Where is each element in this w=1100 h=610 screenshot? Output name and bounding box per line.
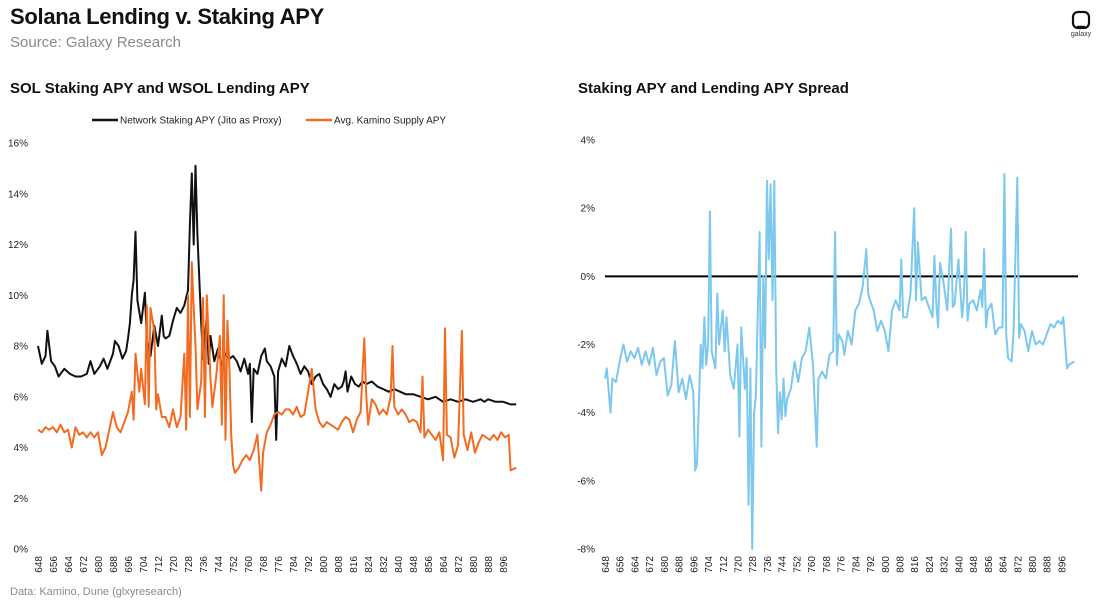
right-x-tick-label: 896 (1057, 556, 1068, 573)
right-x-tick-label: 792 (866, 556, 877, 573)
right-x-tick-label: 680 (660, 556, 671, 573)
right-x-tick-label: 808 (895, 556, 906, 573)
left-y-tick-label: 6% (14, 392, 29, 403)
right-y-tick-label: 4% (581, 136, 596, 147)
right-x-tick-label: 816 (910, 556, 921, 573)
left-y-tick-label: 12% (8, 240, 28, 251)
left-x-tick-label: 880 (469, 556, 480, 573)
left-x-tick-label: 744 (214, 556, 225, 573)
right-x-tick-label: 864 (999, 556, 1010, 573)
left-x-tick-label: 800 (319, 556, 330, 573)
right-x-tick-label: 712 (719, 556, 730, 573)
left-x-tick-label: 896 (499, 556, 510, 573)
right-x-tick-label: 744 (778, 556, 789, 573)
right-x-tick-label: 728 (748, 556, 759, 573)
left-x-tick-label: 768 (259, 556, 270, 573)
left-x-tick-label: 824 (364, 556, 375, 573)
left-x-tick-label: 728 (184, 556, 195, 573)
left-y-tick-label: 4% (14, 443, 29, 454)
right-x-tick-label: 736 (763, 556, 774, 573)
left-x-tick-label: 816 (349, 556, 360, 573)
left-x-tick-label: 680 (94, 556, 105, 573)
right-x-tick-label: 720 (734, 556, 745, 573)
left-x-tick-label: 752 (229, 556, 240, 573)
left-y-tick-label: 0% (14, 545, 29, 556)
right-x-tick-label: 888 (1043, 556, 1054, 573)
left-x-tick-label: 672 (79, 556, 90, 573)
left-y-tick-label: 8% (14, 342, 29, 353)
footer-source: Data: Kamino, Dune (glxyresearch) (10, 586, 182, 598)
right-y-tick-label: -6% (577, 476, 595, 487)
right-x-tick-label: 768 (822, 556, 833, 573)
left-x-tick-label: 792 (304, 556, 315, 573)
right-x-tick-label: 784 (851, 556, 862, 573)
right-x-tick-label: 760 (807, 556, 818, 573)
left-y-tick-label: 2% (14, 494, 29, 505)
left-x-tick-label: 840 (394, 556, 405, 573)
left-x-tick-label: 872 (454, 556, 465, 573)
right-x-tick-label: 872 (1013, 556, 1024, 573)
left-x-tick-label: 696 (124, 556, 135, 573)
page-title: Solana Lending v. Staking APY (10, 4, 325, 29)
left-x-tick-label: 712 (154, 556, 165, 573)
left-x-tick-label: 864 (439, 556, 450, 573)
left-x-tick-label: 656 (49, 556, 60, 573)
right-x-tick-label: 688 (675, 556, 686, 573)
right-y-tick-label: -4% (577, 408, 595, 419)
left-x-tick-label: 664 (64, 556, 75, 573)
left-x-tick-label: 848 (409, 556, 420, 573)
right-x-tick-label: 752 (792, 556, 803, 573)
left-x-tick-label: 720 (169, 556, 180, 573)
logo-text: galaxy (1070, 31, 1092, 38)
left-series-line-2 (37, 261, 517, 492)
right-y-tick-label: 0% (581, 272, 596, 283)
right-chart-title: Staking APY and Lending APY Spread (578, 80, 849, 97)
left-y-tick-label: 14% (8, 189, 28, 200)
right-x-tick-label: 776 (837, 556, 848, 573)
legend-label-2: Avg. Kamino Supply APY (334, 116, 446, 127)
left-x-tick-label: 856 (424, 556, 435, 573)
right-x-tick-label: 840 (954, 556, 965, 573)
right-x-tick-label: 672 (645, 556, 656, 573)
right-x-tick-label: 696 (689, 556, 700, 573)
right-x-tick-label: 800 (881, 556, 892, 573)
right-x-tick-label: 656 (616, 556, 627, 573)
right-x-tick-label: 848 (969, 556, 980, 573)
right-x-tick-label: 824 (925, 556, 936, 573)
right-x-tick-label: 880 (1028, 556, 1039, 573)
left-x-tick-label: 784 (289, 556, 300, 573)
right-x-tick-label: 704 (704, 556, 715, 573)
right-x-tick-label: 648 (601, 556, 612, 573)
right-y-tick-label: -2% (577, 340, 595, 351)
left-y-tick-label: 16% (8, 139, 28, 150)
galaxy-logo-icon (1071, 10, 1091, 30)
right-y-tick-label: 2% (581, 204, 596, 215)
left-y-tick-label: 10% (8, 291, 28, 302)
left-x-tick-label: 648 (34, 556, 45, 573)
right-x-tick-label: 832 (940, 556, 951, 573)
left-x-tick-label: 704 (139, 556, 150, 573)
left-chart: 0% 2% 4% 6% 8% 10% 12% 14% 16% 648 656 664 672 680 688… (8, 116, 517, 573)
left-x-tick-label: 888 (484, 556, 495, 573)
left-chart-title: SOL Staking APY and WSOL Lending APY (10, 80, 310, 97)
galaxy-logo: galaxy (1068, 10, 1094, 38)
legend-label-1: Network Staking APY (Jito as Proxy) (120, 116, 282, 127)
right-y-tick-label: -8% (577, 545, 595, 556)
right-series-line-1 (604, 173, 1075, 550)
right-x-tick-label: 856 (984, 556, 995, 573)
left-x-tick-label: 832 (379, 556, 390, 573)
left-series-line-1 (37, 164, 517, 441)
left-x-tick-label: 776 (274, 556, 285, 573)
right-x-tick-label: 664 (630, 556, 641, 573)
right-chart: -8%-6%-4%-2%0%2%4%648 656 664 672 680 688 696 7… (577, 136, 1078, 573)
left-x-tick-label: 688 (109, 556, 120, 573)
left-x-tick-label: 760 (244, 556, 255, 573)
page-subtitle: Source: Galaxy Research (10, 34, 181, 51)
left-x-tick-label: 808 (334, 556, 345, 573)
left-x-tick-label: 736 (199, 556, 210, 573)
